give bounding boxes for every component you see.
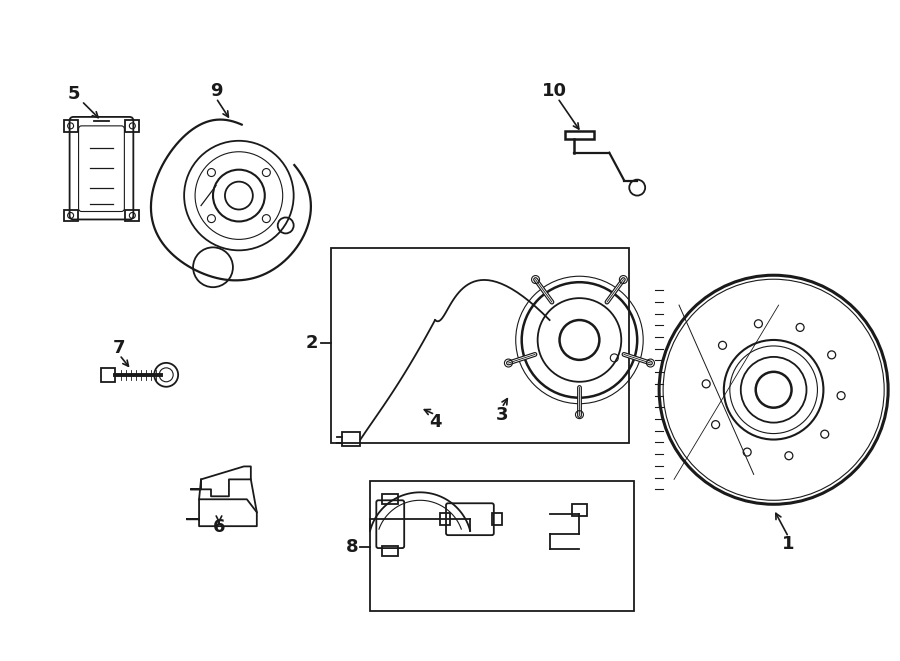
Text: 1: 1 [782, 535, 795, 553]
Bar [382, 494, 398, 504]
Bar [125, 210, 140, 221]
Bar [343, 432, 360, 446]
Bar [330, 249, 629, 442]
Text: 8: 8 [346, 538, 358, 556]
Bar [382, 546, 398, 556]
Text: 10: 10 [542, 82, 567, 100]
Text: 9: 9 [210, 82, 222, 100]
Text: 3: 3 [496, 406, 508, 424]
Bar [64, 120, 77, 132]
Bar [370, 481, 634, 611]
Text: 7: 7 [113, 339, 126, 357]
Text: 6: 6 [212, 518, 225, 536]
Bar [564, 131, 594, 139]
Text: 4: 4 [428, 412, 441, 430]
Bar [440, 513, 450, 525]
Bar [491, 513, 502, 525]
Text: 2: 2 [306, 334, 319, 352]
Bar [125, 120, 140, 132]
Bar [102, 368, 115, 382]
Text: 5: 5 [68, 85, 80, 103]
Bar [572, 504, 588, 516]
Circle shape [278, 217, 293, 233]
Bar [64, 210, 77, 221]
